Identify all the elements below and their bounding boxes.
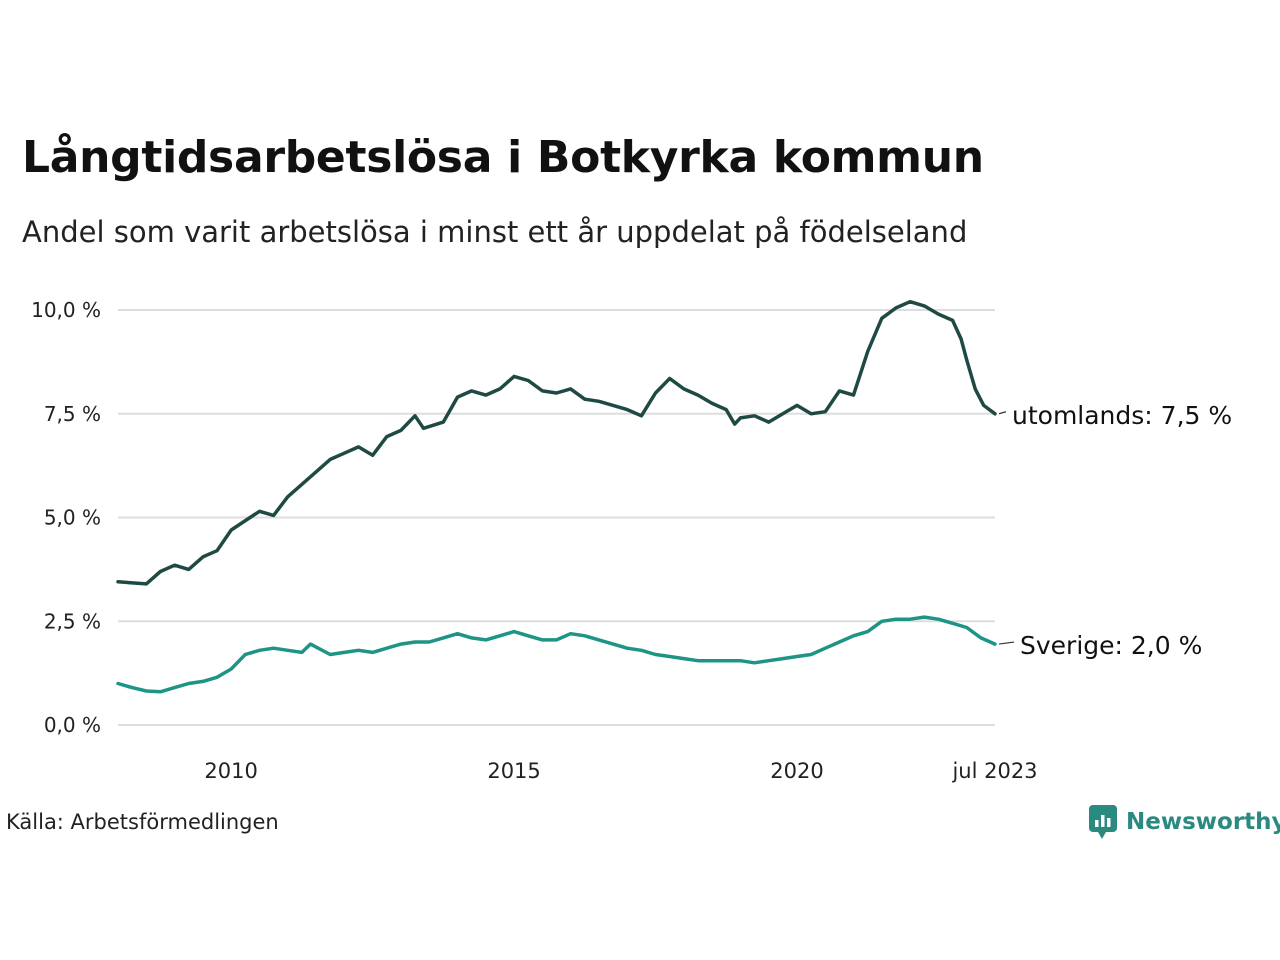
x-tick-label: 2010 [204,759,257,783]
grid-lines [118,309,995,726]
line-chart: 0,0 % 2,5 % 5,0 % 7,5 % 10,0 % 2010 2015 2020 j… [31,298,1232,783]
end-label-sverige: Sverige: 2,0 % [1020,631,1202,660]
y-tick-label: 7,5 % [44,402,101,426]
y-tick-label: 2,5 % [44,609,101,633]
y-tick-label: 10,0 % [31,298,101,322]
chart-subtitle: Andel som varit arbetslösa i minst ett å… [22,215,968,249]
x-axis-ticks: 2010 2015 2020 jul 2023 [204,759,1037,783]
end-label-utomlands: utomlands: 7,5 % [1012,401,1232,430]
end-label-connector [998,411,1007,415]
newsworthy-logo-icon [1089,805,1117,839]
x-tick-label: jul 2023 [951,759,1037,783]
series-line-sverige [116,615,997,694]
y-tick-label: 5,0 % [44,506,101,530]
x-tick-label: 2015 [487,759,540,783]
brand-logo: Newsworthy [1088,804,1280,840]
brand-name: Newsworthy [1126,809,1280,835]
chart-title: Långtidsarbetslösa i Botkyrka kommun [22,132,984,183]
y-tick-label: 0,0 % [44,713,101,737]
source-note: Källa: Arbetsförmedlingen [6,810,279,834]
end-labels: utomlands: 7,5 % Sverige: 2,0 % [998,401,1232,660]
end-label-connector [998,641,1015,645]
y-axis-ticks: 0,0 % 2,5 % 5,0 % 7,5 % 10,0 % [31,298,101,737]
series-lines [116,299,997,694]
series-line-utomlands [116,299,997,586]
x-tick-label: 2020 [770,759,823,783]
